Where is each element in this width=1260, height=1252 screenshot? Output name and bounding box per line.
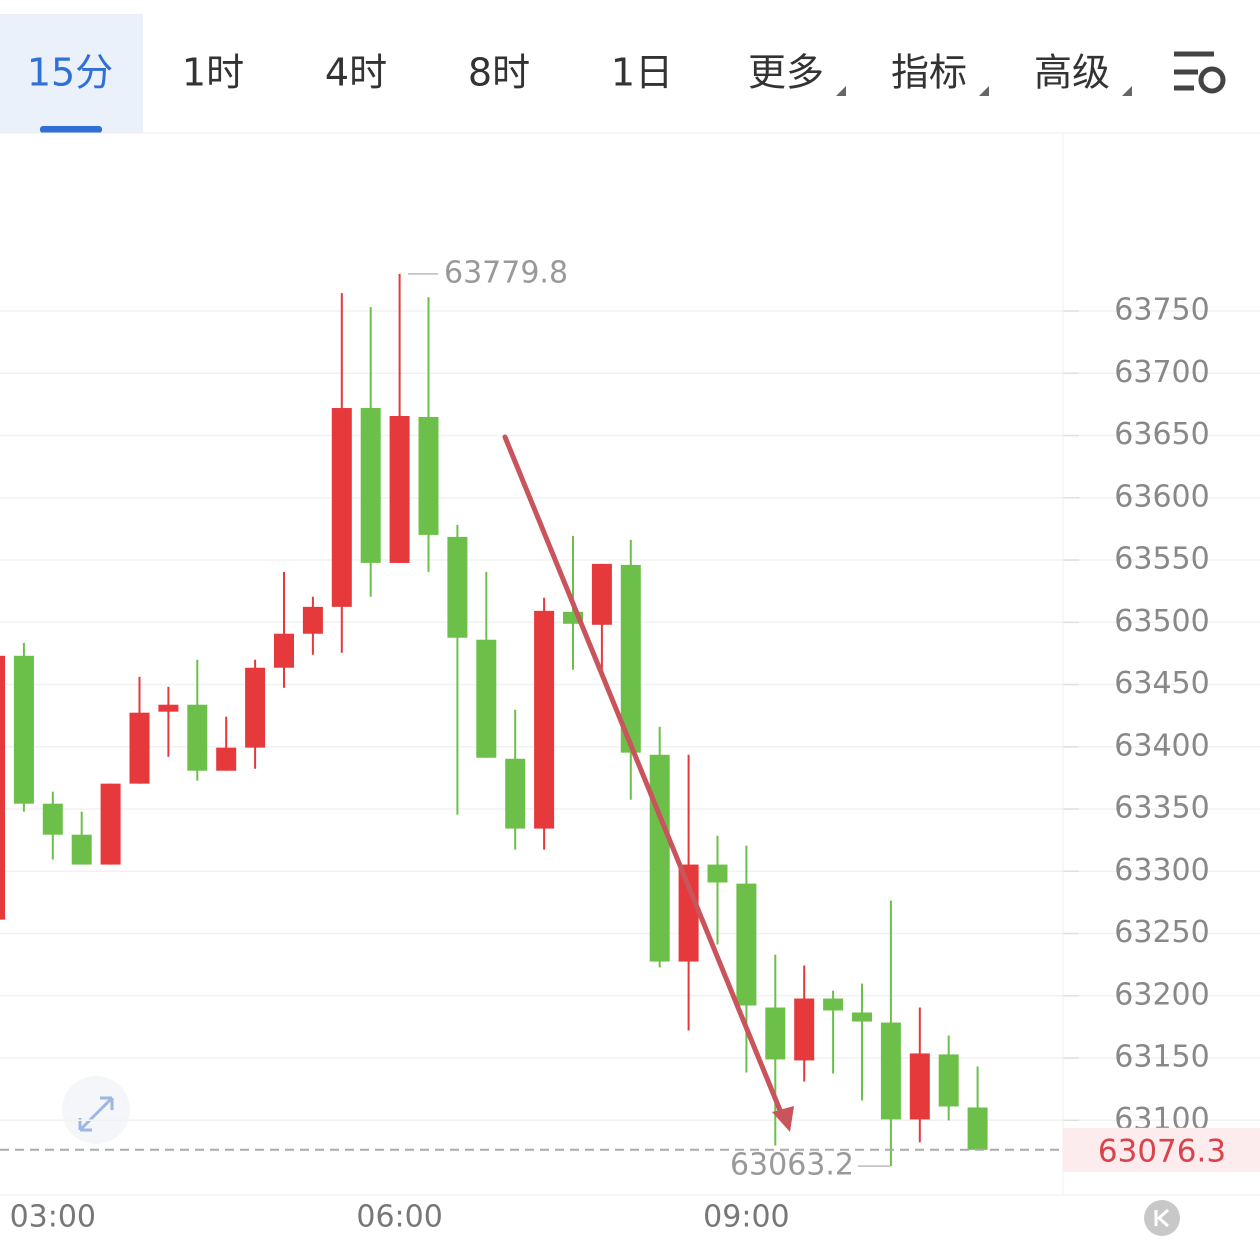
candle-body xyxy=(42,803,63,835)
candle-body xyxy=(707,864,728,883)
candle-body xyxy=(505,758,526,829)
candle-body xyxy=(360,408,381,563)
settings-icon[interactable] xyxy=(1174,51,1226,94)
candle-body xyxy=(245,667,266,748)
candle-body xyxy=(274,633,294,668)
dropdown-caret xyxy=(979,86,989,96)
candle-body xyxy=(880,1022,901,1120)
y-tick-label: 63250 xyxy=(1114,915,1209,950)
candle-body xyxy=(938,1054,959,1107)
y-tick-label: 63350 xyxy=(1114,791,1209,826)
active-tab-indicator xyxy=(40,126,102,133)
candle-body xyxy=(0,655,5,920)
candle-body xyxy=(591,563,612,625)
last-price-box xyxy=(1063,1127,1260,1172)
candle-body xyxy=(736,883,757,1006)
candle-body xyxy=(216,747,237,771)
x-tick-label: 03:00 xyxy=(10,1200,96,1235)
y-tick-label: 63500 xyxy=(1114,604,1209,639)
candle-body xyxy=(967,1107,988,1150)
trend-arrow-head xyxy=(772,1106,794,1132)
y-tick-label: 63550 xyxy=(1114,542,1209,577)
tab[interactable]: 1时 xyxy=(182,51,244,95)
tab[interactable]: 8时 xyxy=(468,51,530,95)
candle-body xyxy=(649,754,670,962)
candle-body xyxy=(534,610,555,829)
candle-body xyxy=(794,998,815,1061)
candle-body xyxy=(418,416,439,535)
dropdown-caret xyxy=(836,86,846,96)
candle-body xyxy=(13,655,34,804)
expand-button[interactable] xyxy=(62,1076,130,1144)
y-tick-label: 63600 xyxy=(1114,479,1209,514)
last-price-label: 63076.3 xyxy=(1098,1133,1226,1169)
tab[interactable]: 指标 xyxy=(891,51,967,95)
active-tab-bg xyxy=(0,14,143,133)
candle-body xyxy=(620,564,641,753)
candle-body xyxy=(389,415,410,563)
dropdown-caret xyxy=(1122,86,1132,96)
y-tick-label: 63450 xyxy=(1114,666,1209,701)
trend-arrow xyxy=(502,434,787,1123)
tab[interactable]: 1日 xyxy=(611,51,673,95)
y-tick-label: 63150 xyxy=(1114,1040,1209,1075)
candle-body xyxy=(823,998,844,1011)
x-tick-label: 09:00 xyxy=(703,1200,789,1235)
scroll-end-button[interactable] xyxy=(1144,1200,1180,1236)
y-tick-label: 63300 xyxy=(1114,853,1209,888)
candle-body xyxy=(187,704,208,771)
candle-body xyxy=(852,1012,872,1022)
tab[interactable]: 4时 xyxy=(325,51,387,95)
y-tick-label: 63750 xyxy=(1114,293,1209,328)
candle-body xyxy=(476,639,497,758)
candle-body xyxy=(302,606,323,634)
candle-body xyxy=(765,1007,786,1060)
candle-body xyxy=(100,783,121,865)
candle-body xyxy=(71,834,92,865)
min-label: 63063.2 xyxy=(730,1148,854,1183)
y-tick-label: 63650 xyxy=(1114,417,1209,452)
tab[interactable]: 更多 xyxy=(748,51,824,95)
x-tick-label: 06:00 xyxy=(356,1200,442,1235)
candle-body xyxy=(129,712,150,784)
candle-body xyxy=(909,1053,930,1120)
candle-body xyxy=(447,536,468,638)
candle-body xyxy=(158,704,179,712)
y-tick-label: 63400 xyxy=(1114,728,1209,763)
y-tick-label: 63700 xyxy=(1114,355,1209,390)
candle-body xyxy=(563,611,583,624)
tab[interactable]: 15分 xyxy=(27,51,113,95)
max-label: 63779.8 xyxy=(444,255,568,290)
candle-body xyxy=(331,408,352,607)
tab[interactable]: 高级 xyxy=(1034,51,1110,95)
y-tick-label: 63200 xyxy=(1114,977,1209,1012)
candle-body xyxy=(678,864,699,962)
